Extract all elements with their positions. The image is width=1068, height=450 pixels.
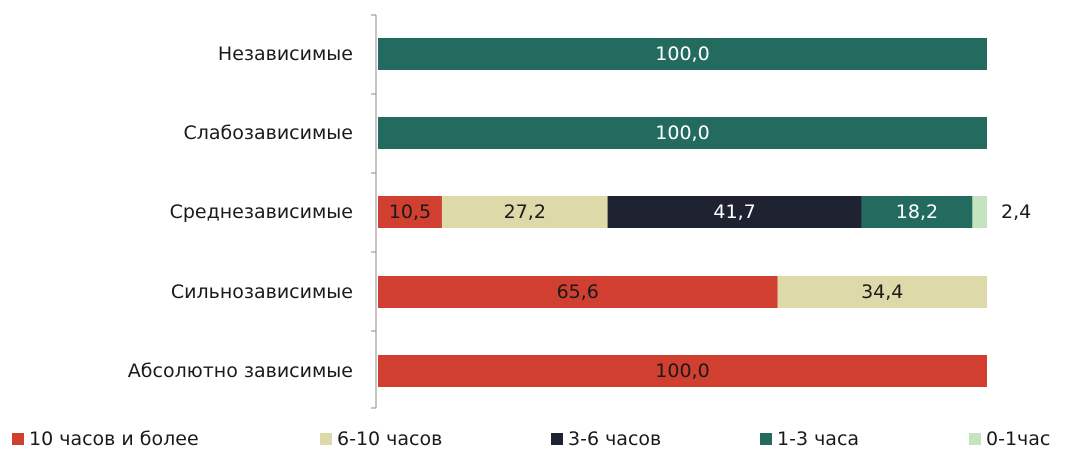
data-label: 18,2	[896, 201, 938, 223]
bar-segment	[378, 38, 987, 70]
bar-segment	[441, 196, 608, 228]
legend-label: 0-1час	[986, 428, 1050, 450]
category-label: Сильнозависимые	[171, 281, 353, 303]
legend-swatch	[12, 433, 24, 445]
data-labels: 100,0 100,0 10,5 27,2 41,7 18,2 2,4 65,6 34,4 100…	[389, 43, 1031, 382]
bar-segment	[972, 196, 987, 228]
legend-label: 3-6 часов	[568, 428, 661, 450]
category-label: Абсолютно зависимые	[128, 360, 353, 382]
bar-segment	[378, 117, 987, 149]
legend: 10 часов и более 6-10 часов 3-6 часов 1-3 ч…	[12, 428, 1050, 450]
category-label: Среднезависимые	[170, 201, 353, 223]
data-label: 41,7	[713, 201, 755, 223]
bar-segment	[378, 196, 442, 228]
data-label: 100,0	[655, 43, 709, 65]
data-label: 65,6	[557, 281, 599, 303]
bar-segment	[861, 196, 973, 228]
data-label: 10,5	[389, 201, 431, 223]
data-label: 2,4	[1001, 201, 1031, 223]
data-label: 100,0	[655, 122, 709, 144]
legend-label: 10 часов и более	[29, 428, 199, 450]
bar-segment	[378, 276, 778, 308]
category-label: Слабозависимые	[183, 122, 353, 144]
legend-swatch	[760, 433, 772, 445]
category-label: Независимые	[218, 43, 353, 65]
category-labels: Независимые Слабозависимые Среднезависимые…	[128, 43, 353, 382]
legend-label: 6-10 часов	[337, 428, 442, 450]
legend-swatch	[969, 433, 981, 445]
legend-label: 1-3 часа	[777, 428, 859, 450]
bar-segment	[607, 196, 862, 228]
bars	[378, 38, 987, 387]
legend-swatch	[551, 433, 563, 445]
data-label: 100,0	[655, 360, 709, 382]
data-label: 27,2	[504, 201, 546, 223]
data-label: 34,4	[861, 281, 903, 303]
bar-segment	[378, 355, 987, 387]
legend-swatch	[320, 433, 332, 445]
axis	[371, 14, 377, 409]
bar-segment	[777, 276, 987, 308]
